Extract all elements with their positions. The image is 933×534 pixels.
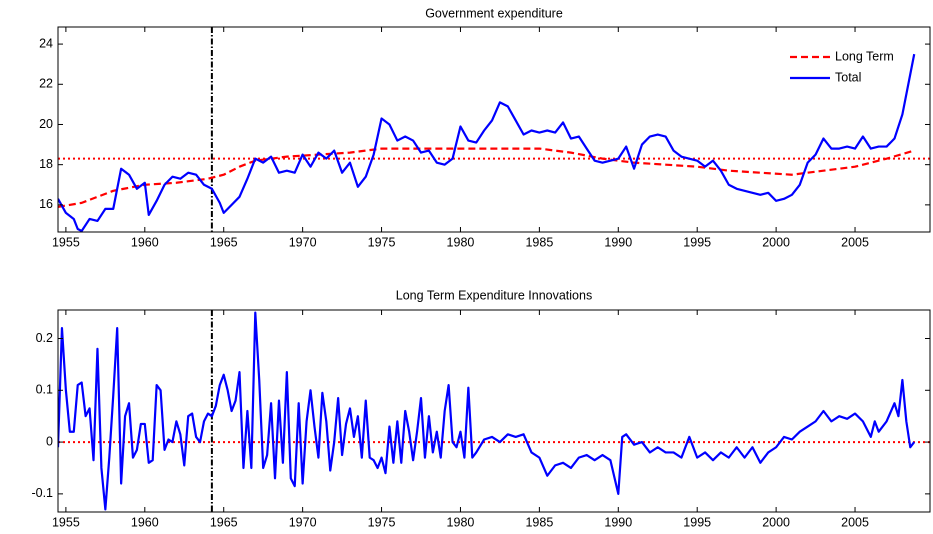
series-line [58, 53, 916, 232]
chart-title: Government expenditure [425, 6, 563, 20]
axes-frame [57, 309, 931, 513]
x-tick-label: 1975 [368, 515, 396, 529]
x-tick-label: 2000 [762, 235, 790, 249]
series-line [58, 147, 915, 208]
x-tick-label: 1980 [447, 515, 475, 529]
chart-title: Long Term Expenditure Innovations [396, 288, 592, 302]
x-tick-label: 1995 [683, 515, 711, 529]
x-tick-label: 1960 [131, 515, 159, 529]
x-tick-label: 2000 [762, 515, 790, 529]
plot-area [58, 310, 930, 512]
x-tick-label: 1990 [604, 235, 632, 249]
y-tick-label: 0 [46, 434, 53, 448]
x-tick-label: 1985 [525, 235, 553, 249]
x-tick-label: 1965 [210, 515, 238, 529]
y-tick-label: 22 [39, 77, 53, 91]
y-tick-label: 20 [39, 117, 53, 131]
plot-area [58, 27, 930, 232]
y-tick-label: 16 [39, 197, 53, 211]
legend-label: Long Term [835, 49, 894, 63]
x-tick-label: 1970 [289, 515, 317, 529]
x-tick-label: 1975 [368, 235, 396, 249]
x-tick-label: 1965 [210, 235, 238, 249]
series-line [58, 311, 916, 511]
x-tick-label: 1970 [289, 235, 317, 249]
axes-frame [57, 26, 931, 233]
y-tick-label: -0.1 [31, 486, 53, 500]
x-tick-label: 1980 [447, 235, 475, 249]
y-tick-label: 0.2 [36, 331, 53, 345]
x-tick-label: 1955 [52, 235, 80, 249]
x-tick-label: 1985 [525, 515, 553, 529]
x-tick-label: 1995 [683, 235, 711, 249]
y-tick-label: 24 [39, 36, 53, 50]
legend-label: Total [835, 70, 861, 84]
x-tick-label: 1990 [604, 515, 632, 529]
x-tick-label: 2005 [841, 515, 869, 529]
x-tick-label: 1960 [131, 235, 159, 249]
x-tick-label: 1955 [52, 515, 80, 529]
y-tick-label: 0.1 [36, 383, 53, 397]
y-tick-label: 18 [39, 157, 53, 171]
x-tick-label: 2005 [841, 235, 869, 249]
